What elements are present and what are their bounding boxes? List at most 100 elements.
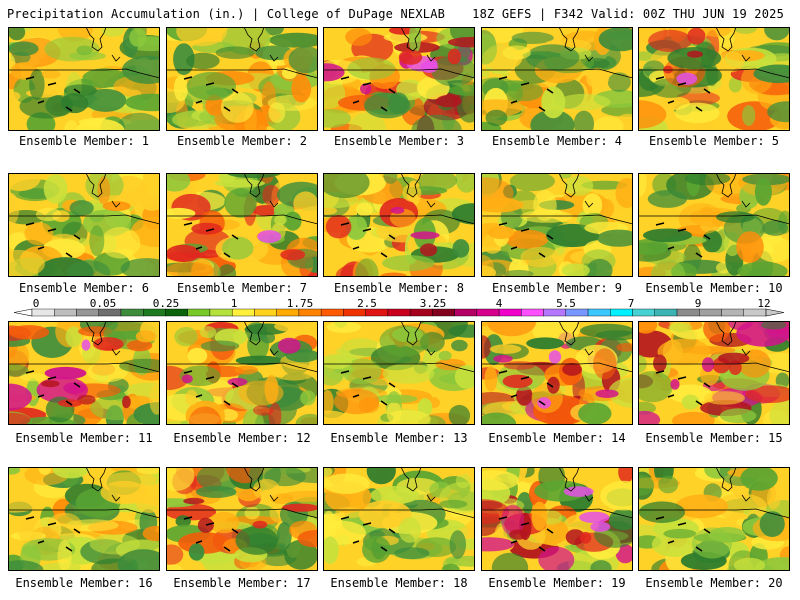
- border-line: [481, 362, 633, 373]
- ensemble-member-label: Ensemble Member: 11: [15, 431, 153, 445]
- precip-map: [638, 467, 790, 571]
- colorbar-swatch: [498, 308, 522, 317]
- lake-outlines: [655, 370, 711, 406]
- precip-map: [8, 467, 160, 571]
- map-frame: [481, 27, 633, 131]
- coastline: [558, 321, 594, 356]
- colorbar-swatch: [76, 308, 99, 317]
- colorbar-swatch: [521, 308, 544, 317]
- coastline: [85, 27, 121, 62]
- map-frame: [481, 173, 633, 277]
- ensemble-member-label: Ensemble Member: 14: [488, 431, 626, 445]
- colorbar-swatch: [120, 308, 144, 317]
- precip-blobs: [166, 173, 318, 277]
- ensemble-panel: [8, 321, 160, 425]
- precip-map: [166, 467, 318, 571]
- border-line: [638, 508, 790, 519]
- lake-outlines: [655, 76, 711, 112]
- border-line: [166, 362, 318, 373]
- colorbar-swatch: [699, 308, 722, 317]
- colorbar-swatch: [610, 308, 633, 317]
- ensemble-panel: [166, 467, 318, 571]
- coastline: [85, 173, 121, 208]
- colorbar-tick-label: 12: [757, 297, 771, 310]
- lake-outlines: [655, 222, 711, 258]
- map-frame: [638, 467, 790, 571]
- border-line: [8, 362, 160, 373]
- colorbar-swatch: [432, 308, 455, 317]
- precip-blobs: [8, 173, 160, 277]
- coastline: [558, 27, 594, 62]
- precip-map: [8, 27, 160, 131]
- map-frame: [8, 173, 160, 277]
- coastline: [715, 467, 751, 502]
- precip-map: [166, 173, 318, 277]
- ensemble-member-label: Ensemble Member: 12: [173, 431, 311, 445]
- coastline: [400, 467, 436, 502]
- coastline: [558, 467, 594, 502]
- ensemble-panel: [166, 27, 318, 131]
- precip-blobs: [323, 27, 475, 131]
- border-line: [323, 214, 475, 225]
- border-line: [638, 362, 790, 373]
- colorbar-tick-label: 0: [32, 297, 40, 310]
- ensemble-panel: [481, 467, 633, 571]
- map-frame: [166, 173, 318, 277]
- precip-blobs: [8, 27, 160, 131]
- ensemble-panel: [323, 321, 475, 425]
- map-frame: [166, 321, 318, 425]
- border-line: [8, 68, 160, 79]
- lake-outlines: [340, 76, 396, 112]
- coastline: [715, 173, 751, 208]
- colorbar-swatch: [343, 308, 366, 317]
- colorbar-swatch: [209, 308, 233, 317]
- map-frame: [8, 467, 160, 571]
- border-line: [8, 508, 160, 519]
- precip-map: [323, 173, 475, 277]
- colorbar-swatch: [409, 308, 433, 317]
- colorbar-tick-label: 3.25: [419, 297, 447, 310]
- ensemble-member-label: Ensemble Member: 6: [18, 281, 150, 295]
- lake-outlines: [183, 370, 239, 406]
- ensemble-member-label: Ensemble Member: 4: [491, 134, 623, 148]
- lake-outlines: [498, 222, 554, 258]
- colorbar-swatch: [721, 308, 744, 317]
- ensemble-member-label: Ensemble Member: 5: [648, 134, 780, 148]
- map-frame: [8, 27, 160, 131]
- coastline: [715, 27, 751, 62]
- border-line: [638, 214, 790, 225]
- lake-outlines: [340, 516, 396, 552]
- ensemble-member-label: Ensemble Member: 15: [645, 431, 783, 445]
- colorbar-swatch: [143, 308, 166, 317]
- colorbar-swatch: [254, 308, 277, 317]
- precip-map: [166, 27, 318, 131]
- lake-outlines: [340, 222, 396, 258]
- ensemble-member-label: Ensemble Member: 13: [330, 431, 468, 445]
- coastline: [243, 321, 279, 356]
- border-line: [638, 68, 790, 79]
- coastline: [243, 27, 279, 62]
- border-line: [323, 68, 475, 79]
- border-line: [323, 508, 475, 519]
- ensemble-member-label: Ensemble Member: 18: [330, 576, 468, 590]
- colorbar-swatch: [187, 308, 211, 317]
- precip-map: [481, 27, 633, 131]
- lake-outlines: [25, 370, 81, 406]
- lake-outlines: [25, 222, 81, 258]
- map-frame: [8, 321, 160, 425]
- map-frame: [638, 321, 790, 425]
- colorbar-tick-label: 0.05: [89, 297, 117, 310]
- colorbar-min-arrow: [13, 308, 33, 317]
- precip-colorbar: [13, 308, 785, 317]
- border-line: [166, 68, 318, 79]
- colorbar-swatch: [231, 308, 255, 317]
- border-line: [166, 508, 318, 519]
- precip-blobs: [481, 27, 633, 131]
- colorbar-tick-label: 4: [495, 297, 503, 310]
- ensemble-panel: [638, 467, 790, 571]
- colorbar-max-arrow: [765, 308, 785, 317]
- lake-outlines: [655, 516, 711, 552]
- precip-blobs: [323, 321, 475, 425]
- map-frame: [481, 321, 633, 425]
- ensemble-member-label: Ensemble Member: 8: [333, 281, 465, 295]
